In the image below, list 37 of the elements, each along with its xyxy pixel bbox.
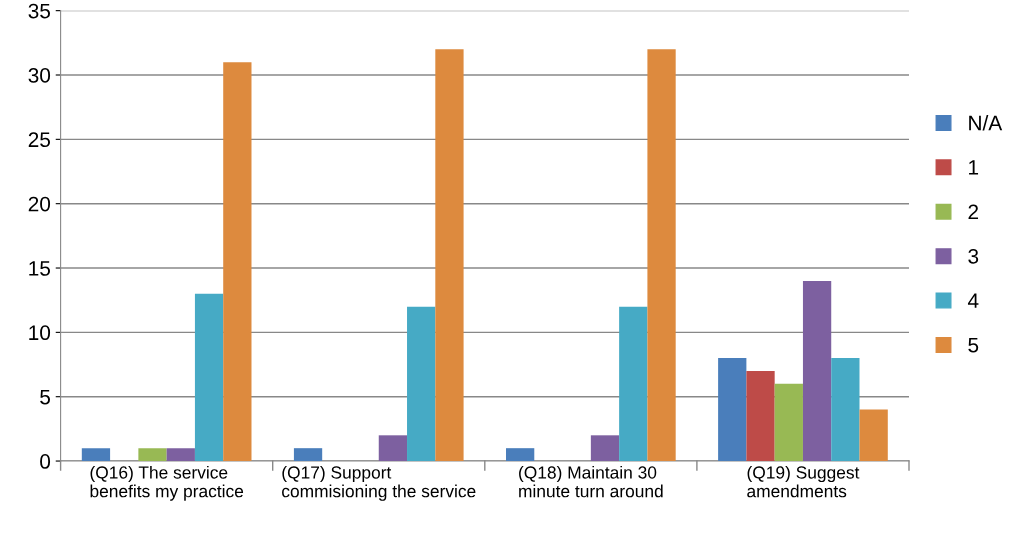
bar (746, 370, 775, 462)
legend-label: 4 (967, 293, 979, 308)
legend-label: 3 (968, 248, 979, 264)
bar (774, 383, 803, 462)
bar (506, 448, 535, 462)
bar (378, 435, 408, 462)
x-tick-label: (Q17) Support commisioning the service (282, 465, 476, 501)
bar (81, 448, 111, 462)
y-tick-label: 35 (28, 3, 51, 19)
y-tick-label: 5 (40, 389, 51, 405)
y-tick-label: 25 (28, 132, 51, 148)
x-tick-label: (Q18) Maintain 30 minute turn around (519, 465, 663, 498)
x-tick-label: (Q16) The service benefits my practice (90, 465, 244, 501)
bar (293, 448, 323, 462)
y-tick-label: 30 (28, 68, 51, 83)
bar (718, 358, 747, 462)
legend-label: 5 (968, 337, 979, 353)
bar (859, 409, 888, 462)
legend-label: 2 (968, 204, 979, 220)
y-tick-label: 15 (29, 261, 51, 276)
legend-label: N/A (969, 115, 1003, 131)
bar (166, 448, 195, 462)
bar (194, 293, 224, 462)
bar (407, 306, 436, 462)
bar (831, 358, 860, 462)
bar (647, 49, 676, 462)
bar (802, 280, 832, 462)
y-tick-label: 0 (40, 454, 51, 469)
bar (138, 448, 167, 462)
y-tick-label: 10 (29, 325, 51, 341)
bar (223, 62, 252, 462)
bar (435, 49, 464, 462)
legend-label: 1 (969, 160, 979, 175)
y-tick-label: 20 (28, 196, 51, 212)
x-tick-label: (Q19) Suggest amendments (747, 465, 860, 498)
bar (619, 306, 648, 462)
bar (590, 435, 620, 462)
